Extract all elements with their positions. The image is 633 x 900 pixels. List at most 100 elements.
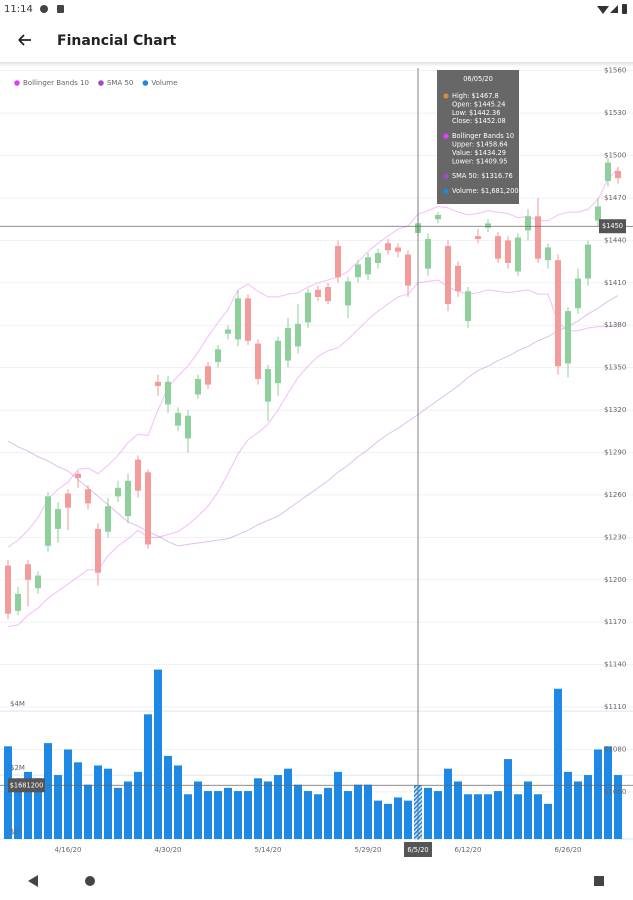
volume-bar bbox=[554, 688, 562, 839]
y-tick-label: $1170 bbox=[604, 618, 626, 626]
tooltip bbox=[437, 70, 519, 204]
volume-bar bbox=[234, 791, 242, 839]
nav-bar bbox=[28, 875, 604, 887]
candle-body bbox=[175, 412, 181, 426]
volume-bar bbox=[384, 803, 392, 839]
candle-body bbox=[25, 564, 31, 580]
tooltip-line: Bollinger Bands 10 bbox=[452, 132, 514, 140]
candle-body bbox=[395, 247, 401, 252]
x-tick-label: 6/12/20 bbox=[455, 846, 482, 854]
candle-body bbox=[75, 473, 81, 478]
y-tick-label: $1050 bbox=[604, 788, 626, 796]
candle-body bbox=[385, 243, 391, 251]
volume-bar bbox=[574, 781, 582, 839]
candle-body bbox=[335, 246, 341, 278]
candle-body bbox=[435, 214, 441, 220]
volume-bar bbox=[174, 765, 182, 839]
volume-bar bbox=[594, 749, 602, 839]
nav-recents[interactable] bbox=[594, 876, 604, 886]
status-time: 11:14 bbox=[4, 4, 33, 15]
nav-home[interactable] bbox=[85, 876, 95, 886]
y-tick-label: $1560 bbox=[604, 67, 626, 75]
candle-body bbox=[145, 472, 151, 545]
app-bar: Financial Chart bbox=[0, 33, 633, 67]
volume-bar bbox=[524, 781, 532, 839]
legend-marker bbox=[98, 80, 104, 86]
volume-bar bbox=[274, 775, 282, 839]
y-tick-label: $1110 bbox=[604, 703, 626, 711]
legend-label: SMA 50 bbox=[107, 79, 133, 87]
tooltip-line: Volume: $1,681,200 bbox=[452, 187, 519, 195]
y-tick-label: $1470 bbox=[604, 194, 626, 202]
tooltip-line: Open: $1445.24 bbox=[452, 100, 505, 108]
volume-bar bbox=[374, 800, 382, 839]
volume-bar bbox=[434, 791, 442, 839]
candle-body bbox=[155, 381, 161, 387]
y-tick-label: $1440 bbox=[604, 236, 626, 244]
volume-bar bbox=[284, 768, 292, 839]
nav-back[interactable] bbox=[28, 875, 38, 887]
y-tick-label: $1530 bbox=[604, 109, 626, 117]
back-button[interactable] bbox=[18, 34, 31, 46]
volume-bar bbox=[344, 791, 352, 839]
x-tick-label: 5/29/20 bbox=[355, 846, 382, 854]
candle-body bbox=[575, 278, 581, 309]
candle-body bbox=[615, 171, 621, 179]
candle-body bbox=[345, 281, 351, 306]
volume-bar bbox=[304, 791, 312, 839]
volume-bar bbox=[84, 784, 92, 839]
bollinger-lower bbox=[7, 279, 619, 627]
candle-body bbox=[535, 216, 541, 259]
volume-bar bbox=[364, 784, 372, 839]
candle-body bbox=[235, 298, 241, 340]
volume-bar bbox=[14, 791, 22, 839]
battery-icon bbox=[622, 4, 627, 14]
candle-body bbox=[55, 509, 61, 529]
volume-bar bbox=[404, 800, 412, 839]
candle-body bbox=[355, 264, 361, 278]
candle-body bbox=[585, 244, 591, 279]
crosshair-y-box bbox=[599, 219, 626, 234]
volume-bar bbox=[24, 771, 32, 839]
candle-body bbox=[365, 257, 371, 275]
candle-body bbox=[325, 287, 331, 302]
volume-bar bbox=[484, 794, 492, 839]
volume-bar bbox=[394, 797, 402, 839]
tooltip-line: Value: $1434.29 bbox=[452, 149, 506, 157]
candle-body bbox=[445, 246, 451, 305]
volume-bar bbox=[504, 759, 512, 839]
status-icon bbox=[40, 5, 48, 13]
x-tick-label: 4/16/20 bbox=[55, 846, 82, 854]
x-tick-label: 5/14/20 bbox=[255, 846, 282, 854]
volume-bar bbox=[464, 794, 472, 839]
volume-bar bbox=[534, 794, 542, 839]
candle-body bbox=[255, 343, 261, 379]
volume-bar bbox=[204, 791, 212, 839]
candle-body bbox=[315, 289, 321, 297]
volume-bar bbox=[194, 781, 202, 839]
candle-body bbox=[105, 506, 111, 532]
candle-body bbox=[125, 480, 131, 517]
candle-body bbox=[45, 496, 51, 546]
volume-bar bbox=[424, 787, 432, 839]
candle-body bbox=[15, 593, 21, 611]
volume-bar bbox=[544, 803, 552, 839]
volume-bar bbox=[514, 794, 522, 839]
candle-body bbox=[185, 415, 191, 439]
tooltip-dot bbox=[443, 93, 449, 99]
volume-bar bbox=[614, 775, 622, 839]
volume-bar bbox=[604, 746, 612, 839]
volume-bar bbox=[94, 765, 102, 839]
candle-body bbox=[505, 240, 511, 263]
tooltip-line: Low: $1442.36 bbox=[452, 109, 500, 117]
volume-bar bbox=[494, 791, 502, 839]
volume-bar bbox=[474, 794, 482, 839]
candle-body bbox=[195, 378, 201, 395]
candle-body bbox=[605, 162, 611, 181]
y2-tick-label: $2M bbox=[10, 764, 25, 772]
candle-body bbox=[425, 238, 431, 269]
volume-bar bbox=[34, 778, 42, 839]
volume-bar bbox=[324, 787, 332, 839]
app-bar-shadow bbox=[0, 62, 633, 67]
